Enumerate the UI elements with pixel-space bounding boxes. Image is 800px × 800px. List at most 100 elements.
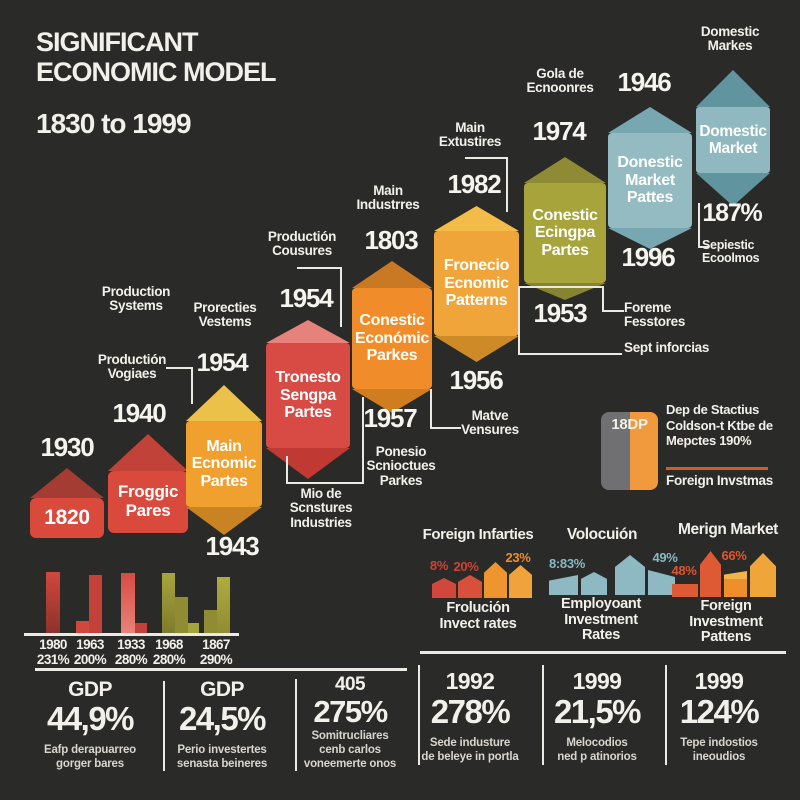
node-conestic-economic: Conestic Económic Parkes [352,261,432,413]
node-domestic-market: Domestic Market [696,70,770,206]
node-froggic-arrow-icon [108,434,188,471]
connector-vogiaes-h [166,367,193,369]
mini-year: 1867 [202,637,230,652]
stat-heading: 1999 [694,668,744,694]
connector-1957-v [362,397,364,484]
minibar [204,610,217,633]
year-1953: 1953 [533,298,587,328]
node-tronesto-top-icon [266,320,350,343]
node-domestic-label: Domestic Market [696,107,770,173]
label-sepiestic-ecoolmos: Sepiestic Ecoolmos [702,238,760,266]
stats-rule-right [420,651,786,654]
stats-divider [163,681,165,771]
chart3-pct-48: 48% [671,563,697,578]
node-1820: 1820 [30,468,104,538]
connector-matve-v [430,389,432,429]
node-main-ecnomic-label: Main Ecnomic Partes [186,421,262,507]
chart2-title: Volocuión [566,526,638,543]
stat-heading: 1999 [572,668,622,694]
mini-year: 1968 [155,637,183,652]
mini-year: 1933 [117,637,145,652]
node-conestic-economic-top-icon [352,261,432,288]
node-fronecio-label: Fronecio Ecnomic Patterns [434,231,519,336]
mini-chart-axis [24,633,239,636]
chart2-pct-883: 8:83% [548,556,586,571]
connector-1953-top [518,286,604,288]
stat-value: 24,5% [178,700,267,737]
label-mio-de: Mio de Scnstures Industries [289,486,353,530]
minibar [217,577,230,633]
legend-gray-half [601,412,630,490]
minibar [162,573,175,633]
chart3-bar [672,584,698,597]
node-donestic-label: Donestic Market Pattes [608,133,692,228]
mini-group-label: 1980 231% [26,637,80,668]
node-domestic-top-icon [696,70,770,107]
year-1954-mid: 1954 [279,283,333,313]
node-conestic-ecingpa-label: Conestic Ecingpa Partes [524,183,606,283]
chart1-caption: Frolución Invect rates [439,600,517,632]
node-tronesto-sengpa: Tronesto Sengpa Partes [266,320,350,479]
connector-matve-h [430,427,461,429]
stat-caption: Somitrucliares cenb carlos voneemerte on… [303,730,397,770]
chart3-bar [700,551,721,597]
title-years: 1830 to 1999 [36,108,192,139]
mini-group-label: 1963 200% [63,637,117,668]
year-1982: 1982 [447,169,501,199]
connector-1953-bottom [518,353,622,355]
stat-caption: Eafp derapuarreo gorger bares [43,744,137,770]
chart1-pct-20: 20% [453,559,479,574]
label-gola-de-ecnoonres: Gola de Ecnoonres [526,66,594,96]
label-foreme-fesstores: Foreme Fesstores [624,300,686,330]
node-fronecio-bottom-icon [434,336,519,362]
label-main-industrres: Main Industrres [356,183,420,213]
stat-heading: 405 [335,674,366,695]
year-1957: 1957 [363,403,417,433]
node-main-ecnomic-partes: Main Ecnomic Partes [186,385,262,535]
year-1996: 1996 [621,242,675,272]
chart2-bar [581,572,607,595]
legend-divider [666,467,768,470]
node-conestic-ecingpa: Conestic Ecingpa Partes [524,157,606,300]
connector-187-v [698,203,700,248]
stat-heading: 1992 [445,668,495,694]
chart2-bar [615,555,645,595]
node-main-ecnomic-top-icon [186,385,262,421]
node-tronesto-label: Tronesto Sengpa Partes [266,343,350,448]
stats-divider [295,679,297,771]
legend-badge: 18DP [611,416,648,433]
stat-caption: Tepe indostios ineoudios [680,737,758,763]
node-1820-arrow-icon [30,468,104,498]
chart2-pct-49: 49% [652,550,678,565]
connector-187-h [698,246,708,248]
stat-caption: Melocodios ned p atinorios [557,737,637,763]
mini-year: 1963 [76,637,104,652]
mini-group-label: 1968 280% [142,637,196,668]
stat-heading: GDP [200,678,244,701]
year-1803: 1803 [364,225,418,255]
label-production-cousures: Productión Cousures [267,229,337,259]
year-1956: 1956 [449,365,503,395]
node-conestic-ecingpa-top-icon [524,157,606,183]
label-production-systems: Production Systems [101,284,171,314]
mini-group-label: 1933 280% [104,637,158,668]
year-1930: 1930 [40,432,94,462]
year-1940: 1940 [112,398,166,428]
chart2-caption: Employoant Investment Rates [561,596,641,643]
chart3-bar [750,553,776,597]
connector-foreme-v [602,286,604,312]
chart1-pct-23: 23% [505,550,531,565]
label-main-extustires: Main Extustires [438,120,502,150]
legend-swatch [601,412,658,490]
node-donestic-top-icon [608,107,692,133]
stat-value: 278% [430,693,511,730]
year-1946: 1946 [617,67,671,97]
chart1-pct-8: 8% [429,558,449,573]
chart3-title: Merign Market [678,521,778,538]
minibar [135,623,147,633]
mini-pct: 280% [152,651,186,667]
value-187-percent: 187% [702,199,762,227]
connector-1982-h [465,157,508,159]
mini-group-label: 1867 290% [189,637,243,668]
